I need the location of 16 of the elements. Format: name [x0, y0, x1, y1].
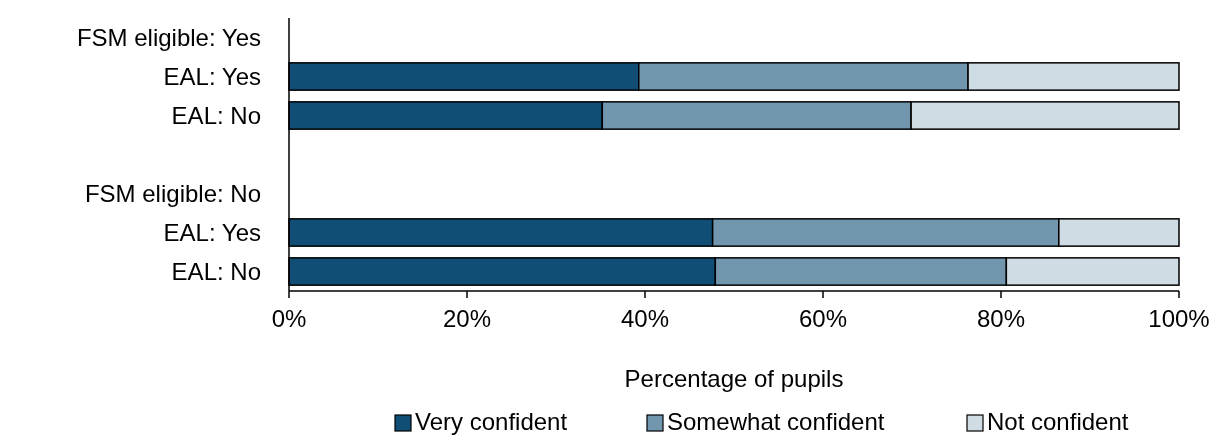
x-tick-label: 20%: [442, 305, 492, 332]
x-tick-label: 60%: [798, 305, 848, 332]
y-tick-label: FSM eligible: No: [84, 179, 261, 207]
legend-label: Very confident: [415, 408, 568, 435]
x-tick-label: 0%: [271, 305, 307, 332]
y-tick-label: EAL: Yes: [163, 62, 261, 90]
y-tick-label: EAL: Yes: [163, 218, 261, 246]
x-tick-label: 80%: [976, 305, 1026, 332]
legend-label: Somewhat confident: [667, 408, 885, 435]
legend-label: Not confident: [987, 408, 1129, 435]
y-tick-label: EAL: No: [171, 101, 261, 129]
x-tick-label: 100%: [1148, 305, 1210, 332]
x-axis-title: Percentage of pupils: [624, 365, 844, 392]
x-tick-label: 40%: [620, 305, 670, 332]
y-tick-label: FSM eligible: Yes: [76, 23, 261, 51]
y-tick-label: EAL: No: [171, 257, 261, 285]
